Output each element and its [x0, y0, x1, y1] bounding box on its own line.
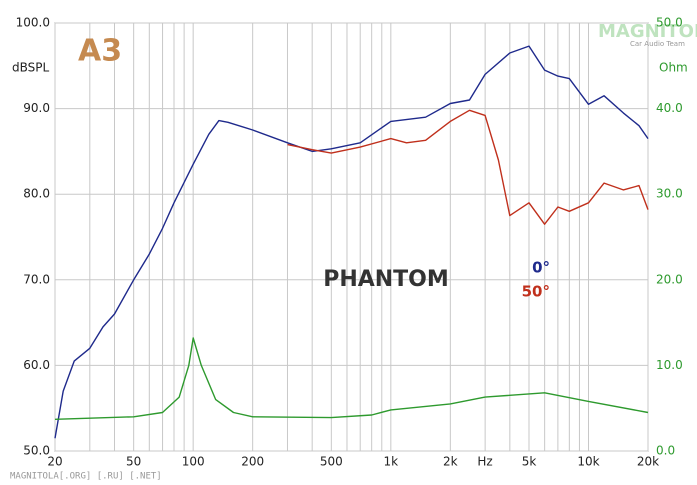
x-tick-label: 50	[126, 455, 141, 469]
y-tick-label: 60.0	[23, 358, 50, 372]
x-tick-label: 20k	[637, 455, 659, 469]
y2-axis-label: Ohm	[659, 61, 688, 75]
series-line	[287, 109, 649, 225]
y-axis-label: dBSPL	[12, 61, 49, 75]
plot-area	[54, 22, 649, 452]
series-line	[54, 337, 649, 420]
y-tick-label: 50.0	[23, 444, 50, 458]
legend-entry: 0°	[532, 259, 550, 277]
legend-entry: 50°	[522, 283, 550, 301]
y2-tick-label: 40.0	[656, 101, 683, 115]
y-tick-label: 100.0	[16, 16, 50, 30]
y2-tick-label: 20.0	[656, 272, 683, 286]
footer: MAGNITOLA[.ORG] [.RU] [.NET]	[10, 472, 162, 482]
x-tick-label: 100	[182, 455, 205, 469]
y2-tick-label: 50.0	[656, 16, 683, 30]
x-tick-label: 20	[47, 455, 62, 469]
watermark-sub: Car Audio Team	[630, 40, 685, 48]
x-tick-label: 2k	[443, 455, 458, 469]
watermark: MAGNITOLA	[598, 21, 697, 42]
y2-tick-label: 30.0	[656, 187, 683, 201]
x-tick-label: 200	[241, 455, 264, 469]
y-tick-label: 70.0	[23, 272, 50, 286]
y2-tick-label: 10.0	[656, 358, 683, 372]
x-tick-label: 5k	[522, 455, 537, 469]
x-tick-label: 500	[320, 455, 343, 469]
x-tick-label: 1k	[384, 455, 399, 469]
series-line	[54, 45, 649, 439]
y-tick-label: 90.0	[23, 101, 50, 115]
y-tick-label: 80.0	[23, 187, 50, 201]
logo: A3	[78, 34, 122, 69]
y2-tick-label: 0.0	[656, 444, 675, 458]
grid	[54, 22, 649, 452]
x-axis-label: Hz	[477, 455, 492, 469]
annotation: PHANTOM	[323, 267, 449, 292]
x-tick-label: 10k	[577, 455, 599, 469]
